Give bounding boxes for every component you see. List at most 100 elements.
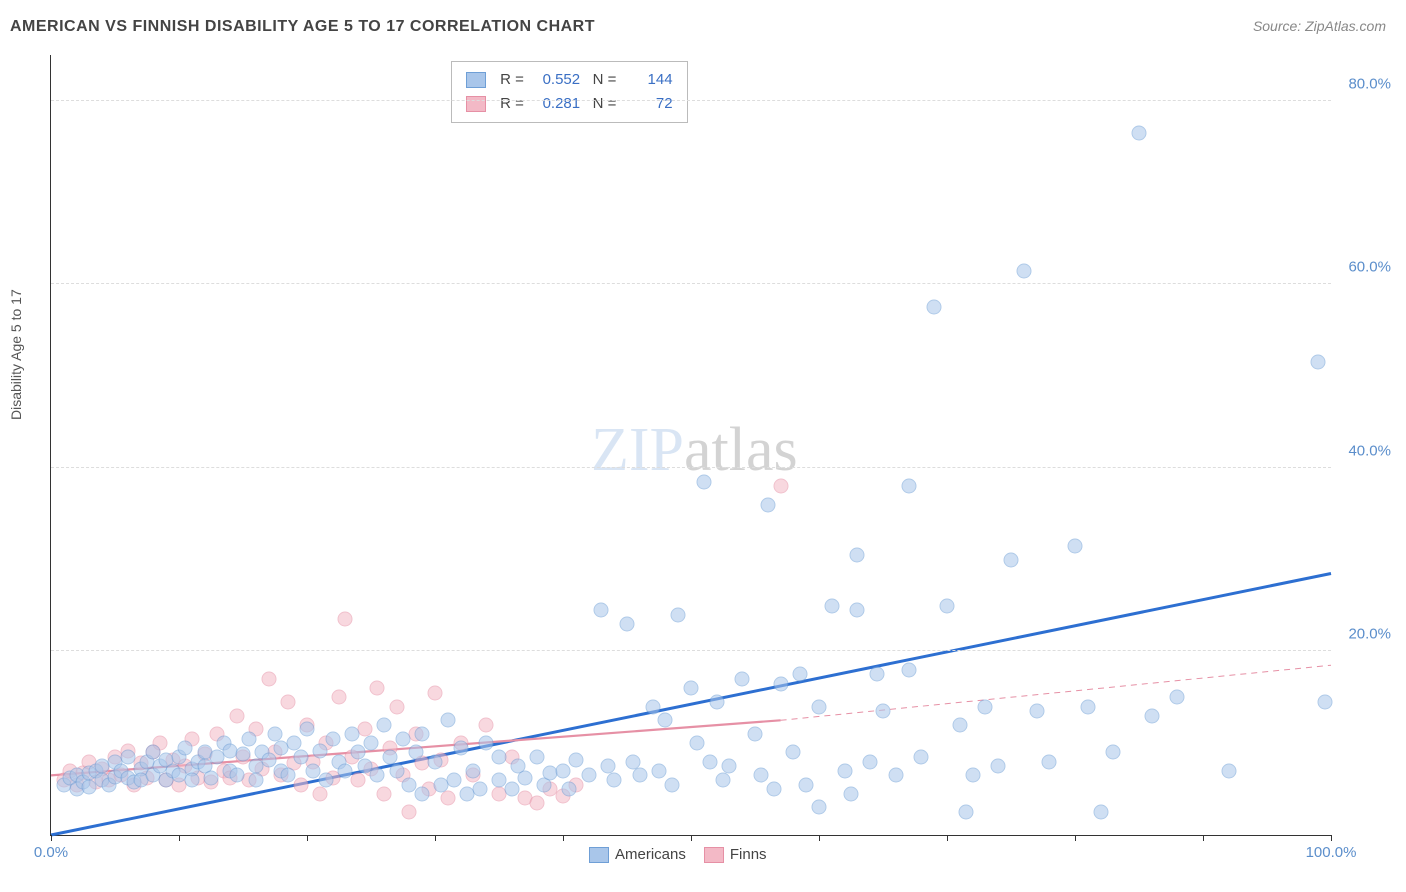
point-finns (530, 795, 545, 810)
point-finns (338, 612, 353, 627)
legend-label: Americans (615, 846, 686, 863)
gridline (51, 283, 1331, 284)
y-tick-label: 60.0% (1348, 259, 1391, 276)
point-americans (204, 771, 219, 786)
point-americans (428, 754, 443, 769)
point-americans (709, 694, 724, 709)
point-americans (645, 699, 660, 714)
point-americans (1132, 126, 1147, 141)
x-tick (307, 835, 308, 841)
point-americans (632, 768, 647, 783)
point-americans (568, 752, 583, 767)
point-americans (901, 662, 916, 677)
legend-swatch (704, 847, 724, 863)
point-americans (472, 782, 487, 797)
point-americans (415, 727, 430, 742)
x-tick (947, 835, 948, 841)
point-americans (408, 745, 423, 760)
point-americans (767, 782, 782, 797)
point-americans (600, 759, 615, 774)
point-americans (722, 759, 737, 774)
x-tick (691, 835, 692, 841)
point-finns (312, 786, 327, 801)
point-americans (396, 731, 411, 746)
x-tick (1331, 835, 1332, 841)
point-americans (300, 722, 315, 737)
point-americans (664, 777, 679, 792)
point-americans (690, 736, 705, 751)
point-americans (268, 727, 283, 742)
point-americans (1106, 745, 1121, 760)
point-americans (389, 763, 404, 778)
point-americans (184, 772, 199, 787)
correlation-legend-box: R = 0.552 N = 144 R = 0.281 N = 72 (451, 61, 688, 123)
x-tick (435, 835, 436, 841)
chart-plot-area: ZIPatlas R = 0.552 N = 144 R = 0.281 N =… (50, 55, 1331, 836)
point-americans (760, 497, 775, 512)
point-americans (1042, 754, 1057, 769)
legend-label: Finns (730, 846, 767, 863)
source-label: Source: ZipAtlas.com (1253, 18, 1386, 34)
point-finns (773, 479, 788, 494)
point-finns (261, 672, 276, 687)
point-americans (280, 768, 295, 783)
point-finns (376, 786, 391, 801)
point-americans (837, 763, 852, 778)
point-americans (1093, 805, 1108, 820)
point-americans (901, 479, 916, 494)
gridline (51, 100, 1331, 101)
point-americans (581, 768, 596, 783)
point-americans (773, 676, 788, 691)
point-americans (351, 745, 366, 760)
swatch-americans (466, 72, 486, 88)
series-legend: Americans Finns (571, 846, 767, 863)
point-americans (236, 747, 251, 762)
point-americans (991, 759, 1006, 774)
y-tick-label: 80.0% (1348, 75, 1391, 92)
watermark-zip: ZIP (591, 416, 684, 484)
watermark: ZIPatlas (591, 415, 798, 486)
point-americans (594, 603, 609, 618)
chart-title: AMERICAN VS FINNISH DISABILITY AGE 5 TO … (10, 18, 595, 36)
point-finns (332, 690, 347, 705)
legend-swatch (589, 847, 609, 863)
point-americans (312, 743, 327, 758)
point-americans (1029, 704, 1044, 719)
point-finns (389, 699, 404, 714)
point-americans (888, 768, 903, 783)
point-americans (620, 616, 635, 631)
point-americans (850, 548, 865, 563)
point-americans (293, 750, 308, 765)
point-americans (1144, 708, 1159, 723)
x-tick (51, 835, 52, 841)
point-americans (383, 750, 398, 765)
point-americans (869, 667, 884, 682)
x-tick (179, 835, 180, 841)
point-americans (479, 736, 494, 751)
point-americans (812, 699, 827, 714)
point-americans (1080, 699, 1095, 714)
point-americans (703, 754, 718, 769)
point-americans (786, 745, 801, 760)
point-americans (447, 772, 462, 787)
x-tick (563, 835, 564, 841)
point-americans (440, 713, 455, 728)
point-americans (504, 782, 519, 797)
point-americans (415, 786, 430, 801)
point-americans (1170, 690, 1185, 705)
point-americans (716, 772, 731, 787)
point-americans (965, 768, 980, 783)
point-americans (466, 763, 481, 778)
point-americans (492, 750, 507, 765)
point-finns (293, 777, 308, 792)
corr-row-americans: R = 0.552 N = 144 (466, 68, 673, 92)
point-americans (453, 740, 468, 755)
point-americans (799, 777, 814, 792)
point-americans (517, 771, 532, 786)
x-tick-label: 0.0% (34, 844, 68, 861)
x-tick-label: 100.0% (1306, 844, 1357, 861)
point-americans (338, 763, 353, 778)
point-americans (287, 736, 302, 751)
point-finns (280, 694, 295, 709)
point-americans (940, 598, 955, 613)
